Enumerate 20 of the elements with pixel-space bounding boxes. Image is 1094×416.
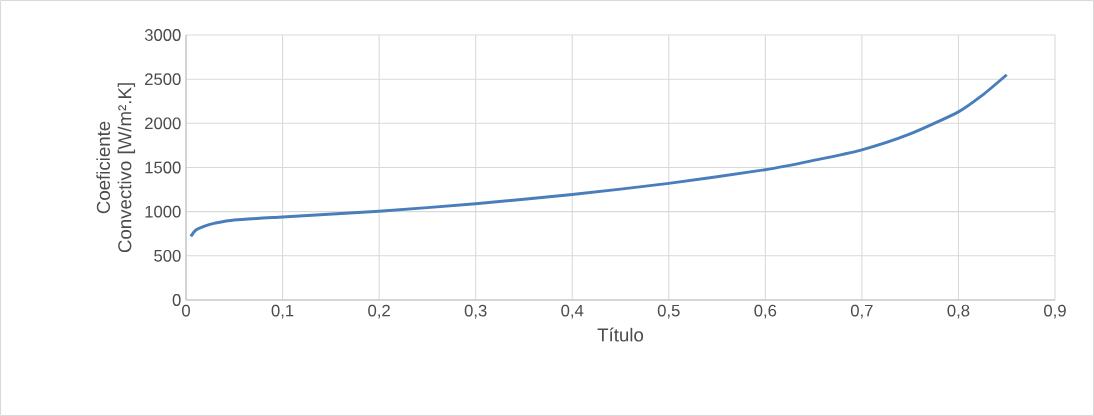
x-tick-label: 0,7 [850,304,873,319]
x-tick-label: 0,3 [464,304,487,319]
x-tick-label: 0,1 [271,304,294,319]
y-tick-label: 1000 [145,205,181,218]
x-tick-label: 0,4 [561,304,584,319]
y-axis-title: Coeficiente Convectivo [W/m².K] [96,83,136,253]
y-tick-label: 3000 [144,29,181,41]
x-axis-title: Título [597,327,644,342]
x-tick-label: 0,6 [754,304,777,319]
y-tick-label: 500 [154,249,181,262]
x-tick-label: 0,5 [657,304,680,319]
line-series [189,73,1009,238]
x-tick-label: 0 [182,304,190,317]
y-tick-label: 2500 [145,73,181,86]
x-tick-label: 0,9 [1044,304,1066,319]
x-tick-label: 0,2 [368,304,390,319]
y-tick-label: 1500 [145,161,181,174]
x-tick-label: 0,8 [947,304,970,319]
y-tick-label: 0 [172,294,181,306]
y-tick-label: 2000 [145,117,181,130]
